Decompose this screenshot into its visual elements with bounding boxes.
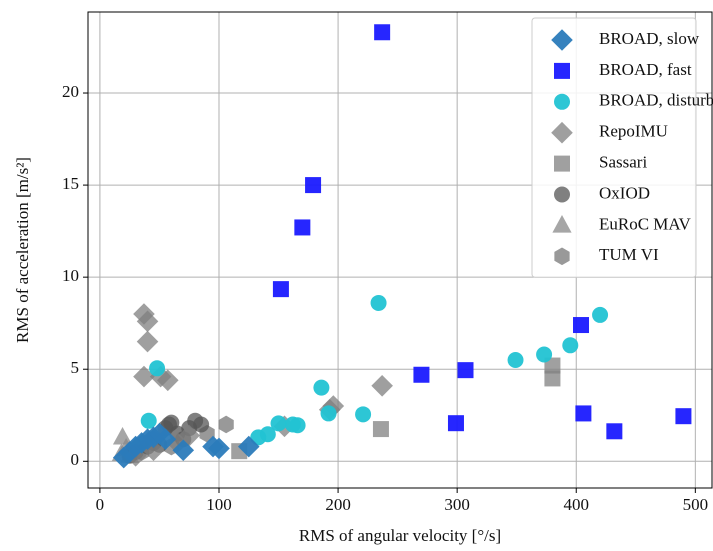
point — [562, 337, 579, 354]
legend-marker — [552, 215, 572, 233]
point — [142, 439, 165, 462]
point — [172, 439, 195, 462]
point — [156, 369, 179, 392]
legend-marker — [554, 155, 570, 172]
point — [606, 423, 623, 440]
point — [320, 405, 337, 422]
point — [305, 177, 322, 194]
point — [154, 428, 177, 451]
point — [573, 317, 590, 334]
point — [272, 281, 289, 298]
legend-label: OxIOD — [599, 183, 650, 202]
x-axis-label: RMS of angular velocity [°/s] — [299, 526, 501, 545]
plot-frame — [87, 11, 713, 489]
point — [140, 412, 157, 429]
legend-label: RepoIMU — [599, 122, 668, 141]
point — [372, 421, 389, 438]
point — [536, 346, 553, 363]
y-tick-label: 5 — [71, 358, 80, 377]
legend-label: Sassari — [599, 153, 647, 172]
point — [149, 360, 166, 377]
legend-marker — [554, 93, 570, 110]
x-tick-label: 0 — [96, 495, 105, 514]
legend-marker — [554, 247, 570, 266]
point — [355, 406, 372, 423]
point — [371, 375, 393, 397]
point — [374, 24, 391, 41]
point — [112, 446, 135, 469]
y-tick-label: 20 — [62, 82, 79, 101]
point — [457, 362, 474, 379]
legend-marker — [551, 121, 573, 144]
legend-label: BROAD, slow — [599, 29, 700, 48]
point — [133, 303, 155, 325]
point — [118, 441, 141, 463]
legend-label: BROAD, fast — [599, 60, 692, 79]
point — [208, 437, 230, 460]
point — [218, 415, 234, 434]
point — [294, 219, 311, 236]
point — [575, 405, 592, 422]
legend-label: EuRoC MAV — [599, 214, 692, 233]
point — [675, 408, 692, 425]
point — [447, 415, 464, 432]
legend-label: BROAD, disturbed — [599, 91, 713, 110]
x-tick-label: 200 — [325, 495, 351, 514]
point — [370, 294, 387, 311]
point — [136, 310, 159, 333]
point — [313, 379, 330, 396]
y-tick-label: 10 — [62, 266, 79, 285]
y-tick-label: 0 — [71, 450, 80, 469]
point — [112, 426, 133, 445]
x-tick-label: 500 — [683, 495, 709, 514]
point — [592, 306, 609, 323]
point — [413, 366, 430, 383]
point — [544, 370, 561, 387]
point — [136, 330, 159, 353]
legend-marker — [554, 62, 570, 79]
point — [149, 365, 172, 388]
legend-box — [531, 17, 697, 278]
point — [284, 416, 301, 433]
x-tick-label: 400 — [563, 495, 589, 514]
legend-label: TUM VI — [599, 245, 659, 264]
point — [133, 365, 155, 388]
point — [166, 432, 189, 454]
point — [237, 435, 260, 458]
point — [270, 415, 287, 432]
point — [507, 352, 524, 369]
x-tick-label: 100 — [206, 495, 232, 514]
legend-marker — [551, 29, 573, 51]
point — [544, 357, 561, 374]
legend-marker — [554, 186, 570, 203]
y-tick-label: 15 — [62, 174, 79, 193]
x-tick-label: 300 — [444, 495, 470, 514]
point — [193, 416, 210, 433]
y-axis-label: RMS of acceleration [m/s²] — [13, 157, 32, 343]
